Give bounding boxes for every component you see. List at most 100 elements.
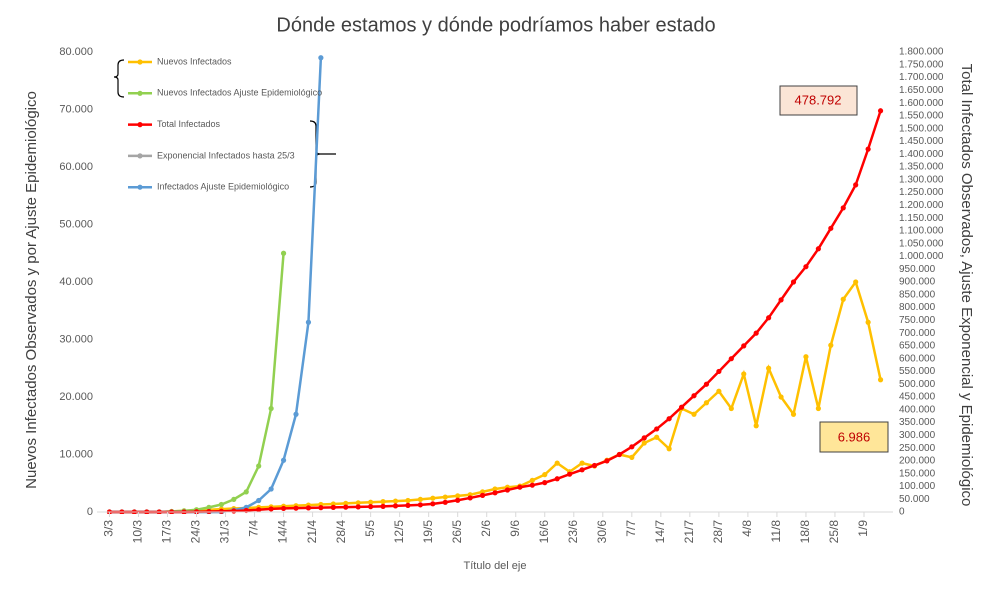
x-tick-label: 28/7: [711, 520, 725, 544]
data-point: [231, 508, 237, 514]
data-point: [579, 460, 585, 466]
y2-tick-label: 1.700.000: [899, 72, 944, 83]
x-tick-label: 5/5: [363, 520, 377, 537]
data-point: [467, 495, 473, 501]
data-point: [691, 411, 697, 417]
x-tick-label: 11/8: [769, 520, 783, 543]
data-point: [256, 497, 262, 504]
x-tick-label: 14/7: [653, 520, 667, 544]
x-tick-label: 16/6: [537, 520, 551, 544]
y2-tick-label: 650.000: [899, 341, 936, 352]
y2-tick-label: 700.000: [899, 328, 936, 339]
legend-marker: [137, 59, 143, 65]
data-point: [343, 500, 349, 506]
data-point: [753, 330, 759, 336]
data-point: [853, 279, 859, 285]
annotation-box: [779, 85, 858, 116]
data-point: [703, 400, 710, 406]
data-point: [330, 504, 336, 510]
y2-tick-label: 950.000: [899, 264, 936, 275]
x-tick-label: 21/4: [305, 520, 319, 544]
data-point: [803, 264, 809, 270]
y2-tick-label: 1.450.000: [899, 136, 944, 147]
data-point: [778, 297, 784, 303]
y2-tick-label: 200.000: [899, 456, 936, 467]
data-point: [654, 426, 660, 432]
data-point: [256, 507, 262, 513]
x-tick-label: 4/8: [740, 520, 754, 537]
data-point: [666, 416, 672, 422]
x-tick-label: 25/8: [827, 520, 841, 544]
data-point: [654, 434, 660, 440]
legend-label: Nuevos Infectados: [157, 56, 232, 66]
data-point: [417, 496, 423, 502]
x-axis-title: Título del eje: [464, 560, 527, 572]
data-point: [766, 365, 772, 371]
data-point: [529, 477, 535, 483]
data-point: [604, 458, 610, 464]
data-point: [280, 505, 287, 512]
y2-tick-label: 300.000: [899, 430, 936, 441]
y2-tick-label: 1.100.000: [899, 226, 944, 237]
data-point: [504, 487, 511, 493]
y-tick-label: 50.000: [59, 218, 93, 230]
data-point: [218, 501, 224, 508]
data-point: [865, 146, 871, 152]
data-point: [405, 502, 411, 508]
data-point: [828, 342, 834, 348]
x-tick-label: 7/7: [624, 520, 638, 537]
legend-marker: [137, 153, 143, 159]
annotation: 6.986: [838, 429, 871, 444]
data-point: [405, 497, 411, 504]
data-point: [368, 499, 374, 505]
data-point: [579, 467, 585, 473]
data-point: [368, 504, 374, 510]
data-point: [877, 377, 884, 383]
y-tick-label: 30.000: [59, 333, 93, 345]
data-point: [542, 480, 548, 486]
data-point: [380, 499, 386, 505]
data-point: [542, 472, 548, 478]
y2-tick-label: 1.600.000: [899, 98, 944, 109]
data-point: [877, 108, 884, 114]
y2-axis-title: Total Infectados Observados, Ajuste Expo…: [958, 64, 975, 507]
y2-tick-label: 400.000: [899, 404, 936, 415]
data-point: [815, 405, 821, 412]
y2-tick-label: 1.250.000: [899, 187, 944, 198]
annotation-box: [819, 421, 889, 453]
data-point: [392, 498, 399, 504]
data-point: [293, 505, 299, 511]
data-point: [355, 504, 361, 510]
data-point: [243, 489, 249, 495]
data-point: [691, 393, 697, 399]
data-point: [455, 497, 461, 503]
y2-tick-label: 1.000.000: [899, 251, 944, 262]
data-point: [629, 454, 635, 460]
x-tick-label: 19/5: [421, 520, 435, 544]
x-tick-label: 1/9: [856, 520, 870, 537]
y2-tick-label: 1.350.000: [899, 162, 944, 173]
x-tick-label: 21/7: [682, 520, 696, 544]
data-point: [517, 484, 523, 490]
y2-tick-label: 900.000: [899, 277, 936, 288]
data-point: [840, 296, 846, 302]
y-tick-label: 0: [87, 506, 93, 518]
y2-tick-label: 500.000: [899, 379, 936, 390]
data-point: [865, 319, 871, 325]
x-tick-label: 2/6: [479, 520, 493, 537]
y2-tick-label: 600.000: [899, 353, 936, 364]
data-point: [815, 246, 821, 252]
y2-tick-label: 1.300.000: [899, 174, 944, 185]
y2-tick-label: 1.400.000: [899, 149, 944, 160]
x-tick-label: 28/4: [334, 520, 348, 544]
y2-tick-label: 1.750.000: [899, 59, 944, 70]
x-tick-label: 26/5: [450, 520, 464, 544]
y2-tick-label: 350.000: [899, 417, 936, 428]
data-point: [268, 486, 274, 492]
legend-brace: [309, 120, 336, 188]
data-point: [492, 486, 498, 492]
data-point: [268, 506, 274, 512]
annotation: 478.792: [795, 92, 842, 107]
data-point: [430, 495, 436, 501]
